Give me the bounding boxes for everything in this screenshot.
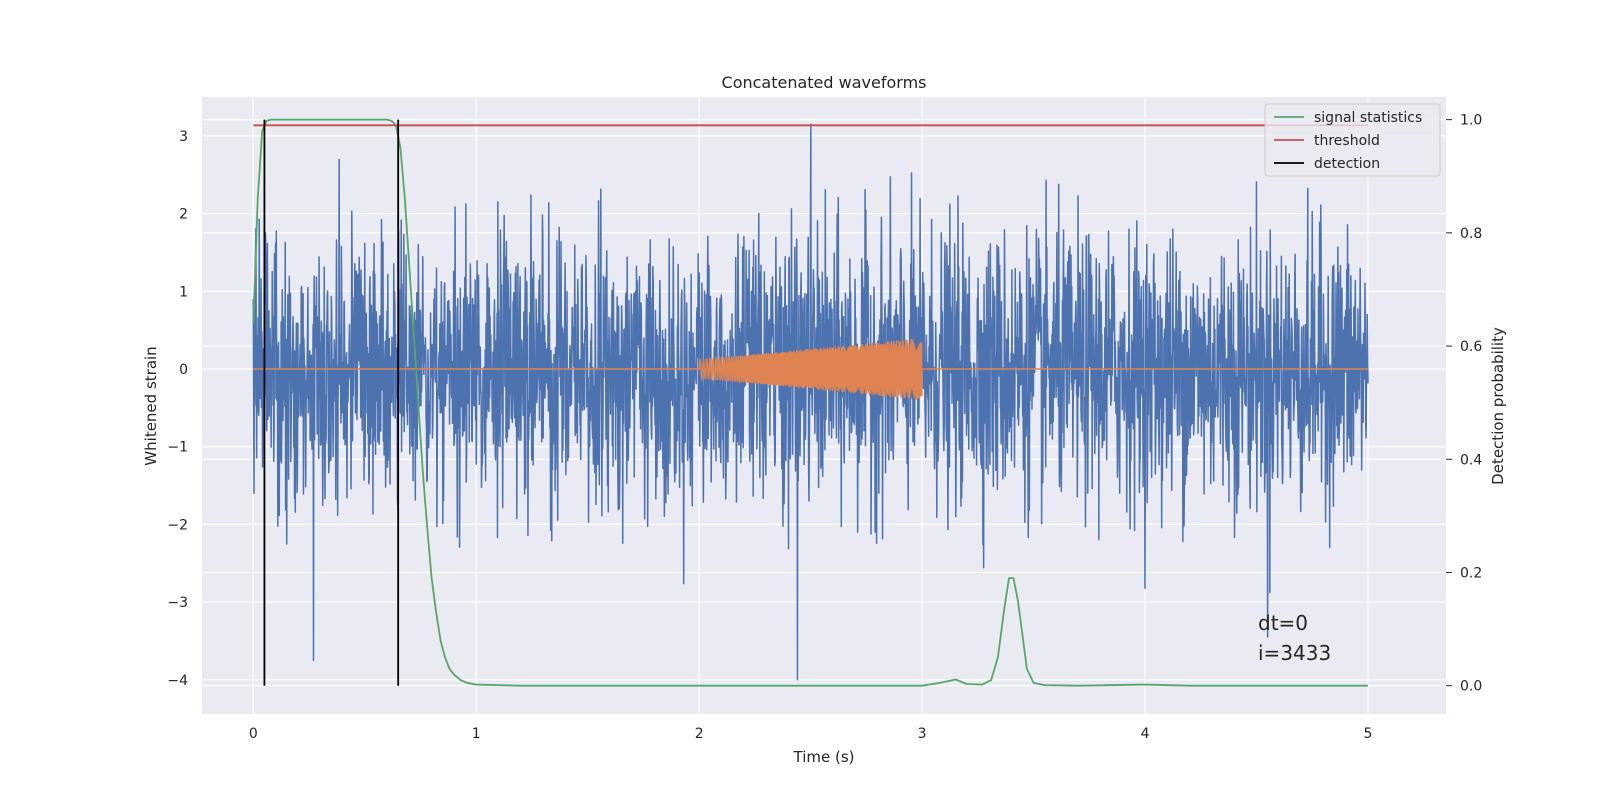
y-right-tick-label-1: 0.2 [1460, 565, 1482, 581]
y-tick-label-6: 2 [179, 207, 188, 223]
legend-box [1264, 103, 1441, 177]
y-right-tick-label-5: 1.0 [1460, 113, 1482, 129]
y-tick-label-1: −3 [167, 595, 188, 611]
y-right-tick-label-4: 0.8 [1460, 226, 1482, 242]
x-axis-ticks: 0 1 2 3 4 5 [249, 726, 1373, 742]
y-right-axis-ticks: 0.0 0.2 0.4 0.6 0.8 1.0 [1446, 113, 1482, 695]
signal-statistics-series [252, 118, 1368, 687]
y-tick-label-4: 0 [179, 362, 188, 378]
legend: signal statistics threshold detection [1264, 103, 1441, 177]
x-tick-label-5: 5 [1364, 726, 1373, 742]
y-right-tick-label-3: 0.6 [1460, 339, 1482, 355]
x-axis-label: Time (s) [793, 748, 855, 766]
y-axis-label: Whitened strain [142, 346, 160, 465]
chart-title: Concatenated waveforms [722, 73, 927, 92]
y-right-axis-label: Detection probability [1489, 327, 1507, 485]
detection-series [263, 119, 400, 686]
y-tick-label-3: −1 [167, 440, 188, 456]
annotation: dt=0 i=3433 [1258, 611, 1331, 665]
x-tick-label-0: 0 [249, 726, 258, 742]
signal-statistics-line [252, 118, 1368, 687]
y-right-tick-label-0: 0.0 [1460, 679, 1482, 695]
y-tick-label-7: 3 [179, 129, 188, 145]
x-tick-label-3: 3 [918, 726, 927, 742]
x-tick-label-2: 2 [695, 726, 704, 742]
noise-series [252, 123, 1369, 681]
x-tick-label-4: 4 [1141, 726, 1150, 742]
y-right-tick-label-2: 0.4 [1460, 452, 1482, 468]
y-axis-ticks: −4 −3 −2 −1 0 1 2 3 [167, 129, 188, 689]
noise-trace [252, 123, 1369, 681]
annotation-index: i=3433 [1258, 641, 1331, 665]
legend-label-threshold: threshold [1314, 133, 1380, 149]
y-tick-label-2: −2 [167, 517, 188, 533]
y-tick-label-0: −4 [167, 673, 188, 689]
x-tick-label-1: 1 [472, 726, 481, 742]
legend-label-signal-statistics: signal statistics [1314, 110, 1422, 126]
injection-trace [253, 338, 1368, 400]
legend-label-detection: detection [1314, 156, 1380, 172]
annotation-dt: dt=0 [1258, 611, 1308, 635]
injection-series [253, 338, 1368, 400]
y-tick-label-5: 1 [179, 284, 188, 300]
